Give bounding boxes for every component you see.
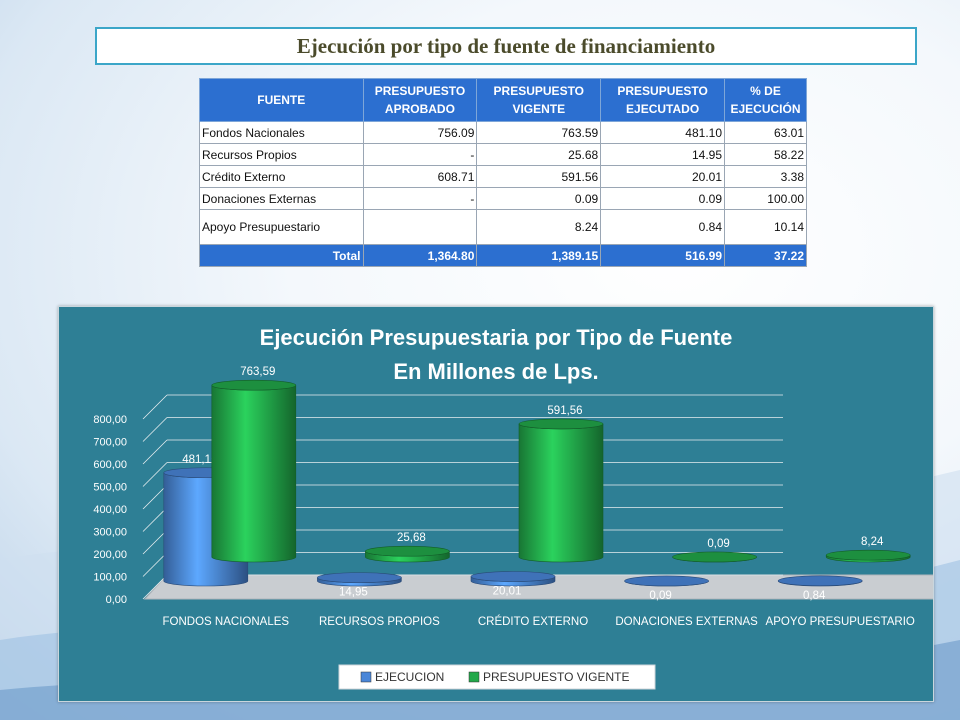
data-label: 8,24 — [861, 536, 884, 548]
x-tick-label: RECURSOS PROPIOS — [319, 616, 440, 628]
gridline — [142, 552, 168, 577]
table-cell: 37.22 — [724, 244, 807, 267]
x-tick-label: CRÉDITO EXTERNO — [478, 615, 588, 628]
table-cell: Total — [199, 244, 364, 267]
y-tick-label: 100,00 — [93, 572, 127, 584]
table-cell: 100.00 — [724, 187, 807, 210]
table-cell: 63.01 — [724, 121, 807, 144]
column-header: PRESUPUESTO APROBADO — [362, 78, 478, 122]
table-total-row: Total 1,364.80 1,389.15 516.99 37.22 — [199, 244, 807, 267]
table-cell: 481.10 — [600, 121, 725, 144]
table-row: Crédito Externo 608.71 591.56 20.01 3.38 — [199, 165, 807, 188]
gridline — [142, 574, 168, 600]
table-cell: 20.01 — [600, 165, 725, 188]
table-row: Donaciones Externas - 0.09 0.09 100.00 — [199, 187, 807, 210]
gridline — [142, 462, 168, 487]
data-label: 591,56 — [547, 405, 582, 417]
data-label: 0,09 — [649, 590, 671, 602]
table-cell: 1,389.15 — [476, 244, 602, 267]
gridline — [142, 507, 168, 532]
x-tick-label: DONACIONES EXTERNAS — [615, 616, 758, 628]
table-cell: 763.59 — [476, 121, 602, 144]
table-cell: 608.71 — [362, 165, 478, 188]
legend-label: PRESUPUESTO VIGENTE — [483, 670, 629, 684]
chart-panel: Ejecución Presupuestaria por Tipo de Fue… — [58, 306, 959, 702]
y-tick-label: 200,00 — [93, 549, 127, 561]
table-cell: 591.56 — [476, 165, 602, 188]
table-cell: Apoyo Presupuestario — [199, 209, 364, 245]
table-row: Apoyo Presupuestario 8.24 0.84 10.14 — [199, 209, 807, 245]
table-cell: 10.14 — [724, 209, 807, 245]
legend-label: EJECUCION — [375, 670, 444, 684]
legend-swatch — [468, 671, 480, 683]
bar-top — [365, 545, 450, 557]
table-cell: Donaciones Externas — [199, 187, 364, 210]
table-cell: 14.95 — [600, 143, 725, 166]
bar-top — [518, 418, 604, 430]
data-label: 25,68 — [397, 532, 426, 544]
y-tick-label: 600,00 — [93, 459, 127, 471]
table-cell: - — [362, 187, 478, 210]
page-title: Ejecución por tipo de fuente de financia… — [95, 27, 917, 65]
legend-box — [338, 664, 656, 690]
bar-top — [211, 379, 297, 391]
chart-subtitle: En Millones de Lps. — [393, 359, 598, 384]
x-tick-label: FONDOS NACIONALES — [163, 616, 290, 628]
bar-top — [825, 549, 911, 561]
data-label: 20,01 — [493, 585, 522, 597]
table-row: Recursos Propios - 25.68 14.95 58.22 — [199, 143, 807, 166]
table-cell: Crédito Externo — [199, 165, 364, 188]
x-tick-label: APOYO PRESUPUESTARIO — [766, 616, 915, 628]
data-label: 763,59 — [240, 366, 275, 378]
budget-chart: Ejecución Presupuestaria por Tipo de Fue… — [93, 325, 959, 690]
table-cell: - — [362, 143, 478, 166]
column-header: PRESUPUESTO EJECUTADO — [600, 78, 725, 122]
bar-top — [777, 575, 863, 587]
table-cell: 1,364.80 — [362, 244, 478, 267]
y-tick-label: 500,00 — [93, 482, 127, 494]
data-label: 0,84 — [803, 590, 826, 602]
table-cell: 0.09 — [476, 187, 602, 210]
bar-top — [624, 575, 709, 587]
table-cell: 25.68 — [476, 143, 602, 166]
bar-top — [672, 551, 757, 563]
column-header: FUENTE — [199, 78, 364, 122]
y-tick-label: 0,00 — [106, 594, 127, 606]
y-tick-label: 300,00 — [93, 527, 127, 539]
data-label: 0,09 — [707, 538, 729, 550]
table-cell: 0.09 — [600, 187, 725, 210]
table-cell: 58.22 — [724, 143, 807, 166]
gridline — [142, 394, 168, 420]
table-cell — [362, 209, 478, 245]
table-cell: 8.24 — [476, 209, 602, 245]
column-header: PRESUPUESTO VIGENTE — [476, 78, 602, 122]
gridline — [142, 529, 168, 555]
table-row: Fondos Nacionales 756.09 763.59 481.10 6… — [199, 121, 807, 144]
bar-presupuesto-vigente — [518, 423, 604, 563]
y-tick-label: 400,00 — [93, 504, 127, 516]
gridline — [142, 439, 168, 465]
column-header: % DE EJECUCIÓN — [724, 78, 807, 122]
gridline — [142, 417, 168, 442]
funding-table: FUENTE PRESUPUESTO APROBADO PRESUPUESTO … — [199, 78, 807, 267]
table-cell: 516.99 — [600, 244, 725, 267]
bar-top — [470, 571, 556, 582]
legend-swatch — [360, 671, 372, 683]
y-tick-label: 700,00 — [93, 437, 127, 449]
bar-presupuesto-vigente — [211, 385, 297, 563]
table-cell: 756.09 — [362, 121, 478, 144]
table-header-row: FUENTE PRESUPUESTO APROBADO PRESUPUESTO … — [199, 78, 807, 122]
table-cell: Recursos Propios — [199, 143, 364, 166]
table-cell: Fondos Nacionales — [199, 121, 364, 144]
bar-top — [317, 572, 402, 583]
gridline — [142, 484, 168, 510]
table-cell: 3.38 — [724, 165, 807, 188]
y-tick-label: 800,00 — [93, 414, 127, 426]
data-label: 14,95 — [339, 587, 368, 599]
data-label: 481,10 — [182, 454, 217, 466]
chart-title: Ejecución Presupuestaria por Tipo de Fue… — [260, 325, 733, 350]
table-cell: 0.84 — [600, 209, 725, 245]
